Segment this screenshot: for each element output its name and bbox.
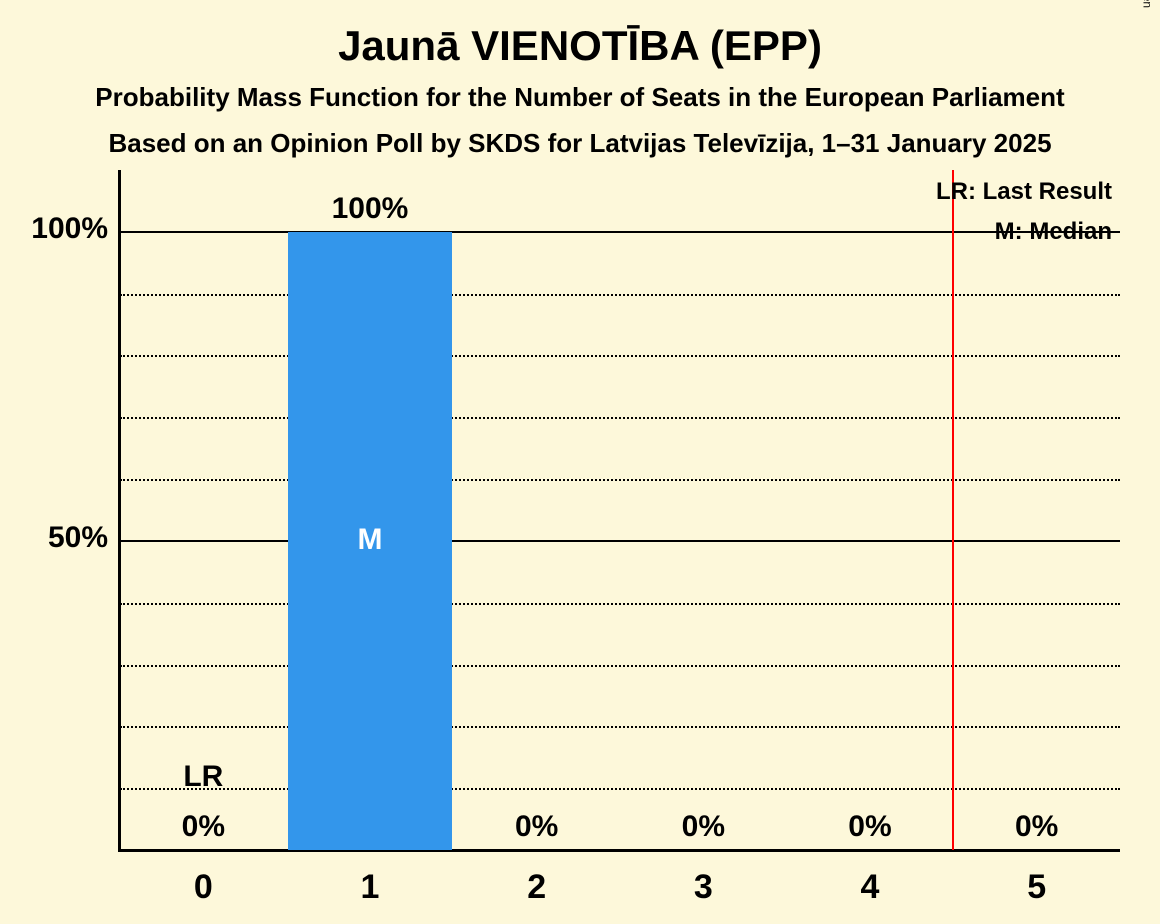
median-marker: M <box>287 523 454 557</box>
y-tick-label: 100% <box>0 212 108 246</box>
legend-median: M: Median <box>995 218 1112 246</box>
gridline-minor <box>120 603 1120 605</box>
gridline-major <box>120 540 1120 542</box>
x-tick-label: 2 <box>453 868 620 907</box>
x-tick-label: 3 <box>620 868 787 907</box>
gridline-minor <box>120 355 1120 357</box>
bar-value-label: 0% <box>787 810 954 844</box>
hdi-boundary-line <box>952 170 954 850</box>
bar-value-label: 0% <box>953 810 1120 844</box>
legend-last-result: LR: Last Result <box>936 178 1112 206</box>
chart-subtitle2: Based on an Opinion Poll by SKDS for Lat… <box>0 128 1160 159</box>
bar-value-label: 100% <box>287 192 454 226</box>
bar-value-label: 0% <box>120 810 287 844</box>
gridline-minor <box>120 726 1120 728</box>
chart-subtitle1: Probability Mass Function for the Number… <box>0 82 1160 113</box>
credit-text: © 2025 Filip van Laenen <box>1140 0 1154 8</box>
gridline-minor <box>120 417 1120 419</box>
x-tick-label: 0 <box>120 868 287 907</box>
chart-plot-area: 0%100%0%0%0%0%MLR <box>120 170 1120 850</box>
y-axis <box>118 170 121 850</box>
x-tick-label: 1 <box>287 868 454 907</box>
x-tick-label: 5 <box>953 868 1120 907</box>
last-result-marker: LR <box>120 760 287 794</box>
bar-value-label: 0% <box>453 810 620 844</box>
x-axis <box>118 849 1120 852</box>
x-tick-label: 4 <box>787 868 954 907</box>
gridline-minor <box>120 294 1120 296</box>
gridline-major <box>120 231 1120 233</box>
y-tick-label: 50% <box>0 521 108 555</box>
gridline-minor <box>120 665 1120 667</box>
bar-value-label: 0% <box>620 810 787 844</box>
chart-title: Jaunā VIENOTĪBA (EPP) <box>0 22 1160 70</box>
gridline-minor <box>120 479 1120 481</box>
